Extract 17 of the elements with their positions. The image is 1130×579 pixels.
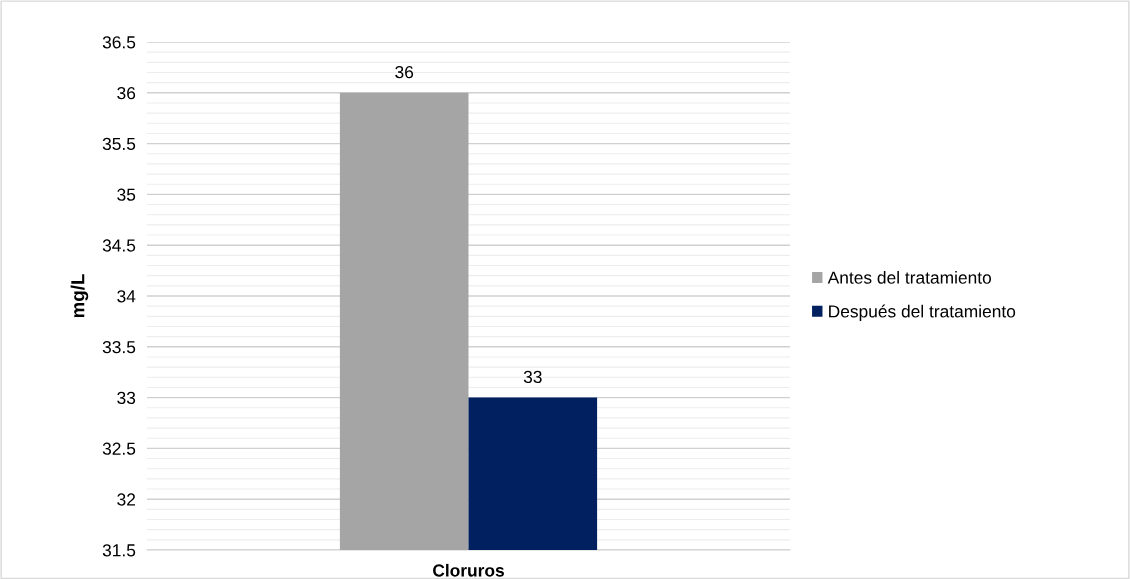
y-tick-label: 34.5	[102, 239, 136, 252]
y-tick-label: 36.5	[102, 36, 136, 49]
data-label: 36	[395, 65, 414, 79]
y-tick-label: 32	[117, 493, 136, 506]
y-tick-label: 36	[117, 86, 136, 100]
legend-label: Después del tratamiento	[829, 304, 1016, 321]
y-tick-label: 33	[117, 391, 136, 405]
y-tick-label: 35	[117, 188, 136, 201]
legend-label: Antes del tratamiento	[827, 271, 992, 284]
y-axis-title: mg/L	[70, 274, 89, 318]
y-tick-label: 32.5	[102, 442, 136, 455]
y-tick-label: 35.5	[102, 137, 136, 151]
data-label: 33	[523, 370, 542, 384]
y-tick-label: 31.5	[102, 544, 136, 557]
x-tick-label: Cloruros	[433, 563, 504, 577]
y-tick-label: 33.5	[102, 340, 136, 354]
y-tick-label: 34	[117, 290, 136, 303]
